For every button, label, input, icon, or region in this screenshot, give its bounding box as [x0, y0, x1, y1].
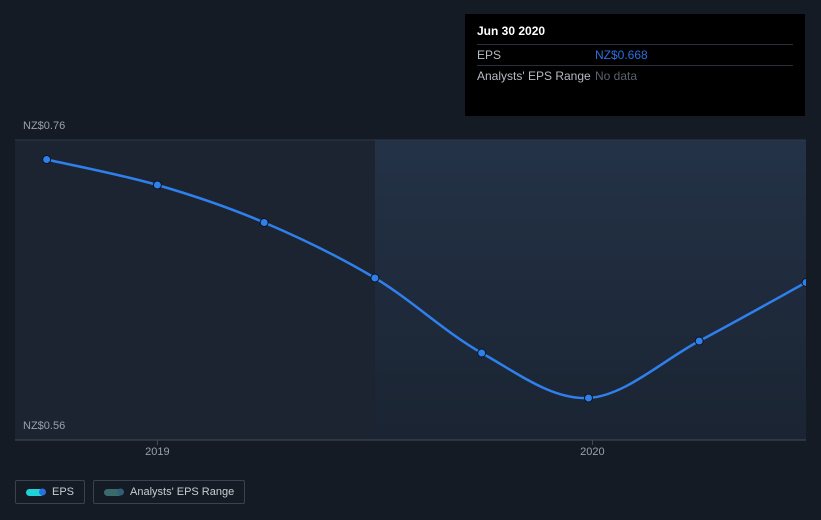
- tooltip-row: EPSNZ$0.668: [477, 44, 793, 65]
- x-axis-label: 2019: [145, 446, 169, 458]
- tooltip-row-value: No data: [595, 69, 637, 83]
- tooltip-row-label: Analysts' EPS Range: [477, 69, 595, 83]
- y-axis-label-top: NZ$0.76: [23, 120, 65, 132]
- tooltip-row: Analysts' EPS RangeNo data: [477, 65, 793, 86]
- eps-point[interactable]: [802, 279, 806, 287]
- chart-plot-area: NZ$0.76 Actual NZ$0.56 20192020: [15, 120, 806, 460]
- legend-row: EPS Analysts' EPS Range: [15, 480, 245, 504]
- tooltip-date: Jun 30 2020: [477, 24, 793, 44]
- legend-item-range[interactable]: Analysts' EPS Range: [93, 480, 245, 504]
- legend-label: Analysts' EPS Range: [130, 486, 234, 498]
- eps-point[interactable]: [478, 349, 486, 357]
- tooltip-row-value: NZ$0.668: [595, 48, 648, 62]
- legend-item-eps[interactable]: EPS: [15, 480, 85, 504]
- tooltip-row-label: EPS: [477, 48, 595, 62]
- legend-label: EPS: [52, 486, 74, 498]
- legend-swatch-range: [104, 489, 122, 496]
- chart-container: Jun 30 2020 EPSNZ$0.668Analysts' EPS Ran…: [0, 0, 821, 520]
- eps-point[interactable]: [260, 219, 268, 227]
- tooltip-card: Jun 30 2020 EPSNZ$0.668Analysts' EPS Ran…: [465, 14, 805, 116]
- eps-point[interactable]: [153, 181, 161, 189]
- y-axis-label-bottom: NZ$0.56: [23, 420, 65, 432]
- chart-svg: [15, 134, 806, 454]
- eps-point[interactable]: [371, 274, 379, 282]
- legend-swatch-eps: [26, 489, 44, 496]
- eps-point[interactable]: [695, 337, 703, 345]
- x-axis-label: 2020: [580, 446, 604, 458]
- eps-point[interactable]: [43, 156, 51, 164]
- eps-point[interactable]: [584, 394, 592, 402]
